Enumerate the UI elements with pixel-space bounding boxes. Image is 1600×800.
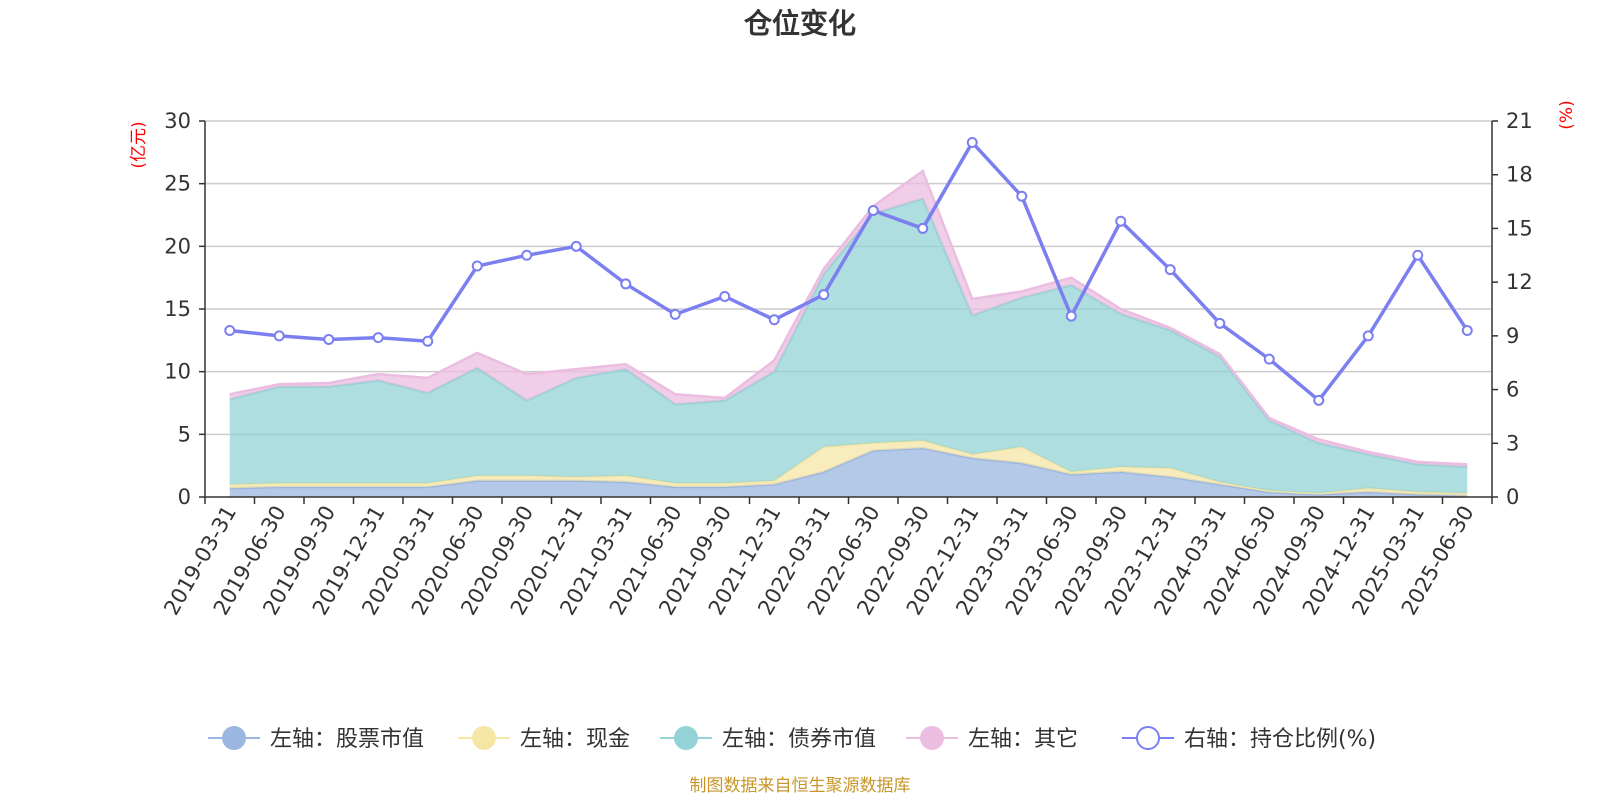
y-right-tick-label: 6 (1506, 378, 1519, 402)
legend-label: 左轴：债券市值 (722, 727, 876, 752)
legend-label: 左轴：股票市值 (270, 727, 424, 752)
data-point (570, 240, 582, 252)
legend-label: 左轴：现金 (520, 727, 630, 752)
legend-marker (472, 726, 496, 750)
y-right-tick-label: 3 (1506, 431, 1519, 455)
y-right-tick-label: 0 (1506, 485, 1519, 509)
data-point (818, 289, 830, 301)
legend-marker (1136, 726, 1160, 750)
chart-title: 仓位变化 (744, 7, 856, 40)
data-point (521, 249, 533, 261)
y-right-tick-label: 18 (1506, 163, 1533, 187)
y-left-tick-label: 20 (164, 234, 191, 258)
data-point (620, 278, 632, 290)
data-point (768, 314, 780, 326)
y-left-unit: (亿元) (129, 121, 149, 168)
y-right-tick-label: 15 (1506, 216, 1533, 240)
data-point (323, 333, 335, 345)
data-point (273, 330, 285, 342)
data-point (1461, 324, 1473, 336)
y-left-tick-label: 30 (164, 109, 191, 133)
y-left-tick-label: 25 (164, 172, 191, 196)
y-left-tick-label: 10 (164, 360, 191, 384)
legend-label: 右轴：持仓比例(%) (1184, 727, 1376, 752)
area-series (229, 440, 1468, 496)
area-series (229, 448, 1468, 497)
data-point (917, 222, 929, 234)
area-series (229, 198, 1468, 494)
area-series-edge (229, 169, 1468, 466)
stacked-areas (229, 169, 1468, 497)
data-point (372, 332, 384, 344)
source-note: 制图数据来自恒生聚源数据库 (690, 776, 911, 796)
y-left-tick-label: 0 (178, 485, 191, 509)
data-point (1065, 310, 1077, 322)
data-point (1016, 190, 1028, 202)
data-point (867, 205, 879, 217)
y-right-tick-label: 12 (1506, 270, 1533, 294)
y-right-tick-label: 9 (1506, 324, 1519, 348)
data-point (224, 324, 236, 336)
data-point (966, 136, 978, 148)
legend-marker (222, 726, 246, 750)
data-point (669, 308, 681, 320)
data-point (471, 260, 483, 272)
data-point (1214, 317, 1226, 329)
legend-marker (920, 726, 944, 750)
data-point (422, 335, 434, 347)
data-point (1164, 264, 1176, 276)
y-right-tick-label: 21 (1506, 109, 1533, 133)
area-series (229, 171, 1468, 467)
legend-label: 左轴：其它 (968, 727, 1078, 752)
y-right-unit: (%) (1557, 100, 1577, 129)
legend-marker (674, 726, 698, 750)
data-point (1115, 215, 1127, 227)
data-point (1412, 249, 1424, 261)
data-point (1313, 394, 1325, 406)
ratio-line-path (229, 139, 1469, 403)
ratio-line (224, 136, 1473, 406)
y-left-tick-label: 5 (178, 422, 191, 446)
legend: 左轴：股票市值 左轴：现金 左轴：债券市值 左轴：其它 右轴：持仓比例(%) (208, 726, 1376, 752)
data-point (719, 290, 731, 302)
y-left-tick-label: 15 (164, 297, 191, 321)
data-point (1263, 353, 1275, 365)
data-point (1362, 330, 1374, 342)
